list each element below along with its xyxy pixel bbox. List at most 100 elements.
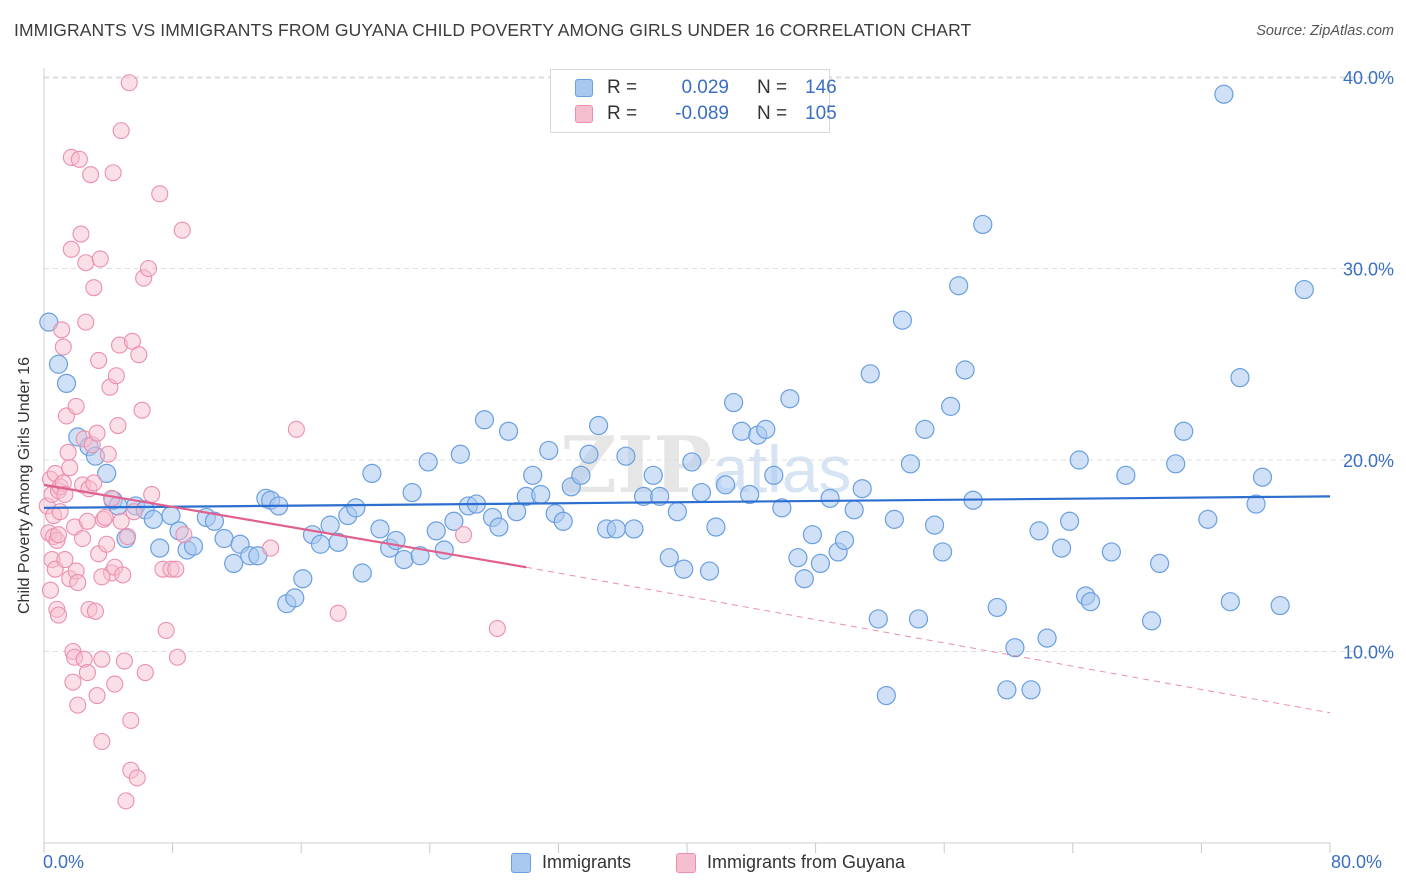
point-immigrants (1220, 592, 1240, 612)
point-immigrants (810, 553, 831, 574)
legend-n-label: N = (757, 103, 788, 124)
legend-n-value: 105 (805, 103, 837, 124)
legend-label-guyana: Immigrants from Guyana (707, 852, 906, 872)
point-guyana (62, 240, 80, 258)
point-immigrants (949, 276, 969, 296)
point-immigrants (691, 482, 712, 503)
point-immigrants (346, 498, 366, 518)
point-immigrants (667, 502, 687, 522)
point-guyana (455, 526, 473, 544)
point-immigrants (1294, 279, 1314, 300)
point-immigrants (650, 486, 670, 506)
series-legend: Immigrants Immigrants from Guyana (0, 852, 1406, 878)
point-immigrants (539, 440, 559, 461)
point-guyana (93, 732, 111, 751)
point-immigrants (1141, 611, 1162, 631)
point-guyana (91, 250, 109, 268)
x-tick-label-min: 0.0% (43, 852, 85, 872)
point-guyana (82, 166, 100, 184)
point-guyana (173, 221, 191, 239)
point-immigrants (682, 452, 702, 472)
point-guyana (262, 539, 280, 557)
point-immigrants (616, 446, 636, 466)
point-guyana (106, 675, 124, 693)
point-guyana (77, 254, 95, 272)
trend-line-immigrants (43, 495, 1331, 509)
point-immigrants (643, 465, 663, 485)
point-immigrants (328, 532, 348, 552)
point-immigrants (39, 312, 59, 332)
point-immigrants (908, 609, 929, 629)
point-immigrants (834, 530, 855, 551)
point-guyana (59, 443, 77, 461)
point-immigrants (1174, 421, 1194, 441)
point-guyana (77, 313, 95, 331)
point-guyana (51, 503, 69, 521)
point-immigrants (606, 519, 626, 539)
point-guyana (133, 401, 151, 419)
point-guyana (98, 535, 116, 553)
legend-r-label: R = (607, 103, 638, 124)
point-immigrants (868, 609, 888, 629)
y-tick-labels: 10.0% 20.0% 30.0% 40.0% (1343, 68, 1394, 663)
point-immigrants (474, 410, 495, 430)
point-immigrants (450, 444, 470, 464)
point-immigrants (362, 463, 382, 484)
point-immigrants (659, 548, 679, 568)
point-guyana (96, 508, 114, 527)
point-immigrants (955, 360, 975, 380)
y-tick-label: 20.0% (1343, 451, 1394, 471)
point-guyana (53, 321, 71, 339)
point-immigrants (1101, 542, 1121, 562)
point-immigrants (418, 452, 438, 472)
point-guyana (85, 279, 103, 297)
point-guyana (175, 526, 193, 544)
point-immigrants (802, 525, 822, 545)
point-guyana (120, 74, 138, 92)
point-guyana (69, 574, 87, 592)
legend-label-immigrants: Immigrants (542, 852, 632, 872)
point-immigrants (498, 421, 519, 441)
correlation-legend: R = 0.029 N = 146 R = -0.089 N = 105 (550, 69, 837, 133)
legend-n-value: 146 (805, 77, 837, 98)
legend-r-label: R = (607, 77, 638, 98)
point-immigrants (224, 553, 244, 574)
point-immigrants (740, 484, 760, 505)
series-immigrants-points (39, 84, 1314, 706)
point-immigrants (876, 685, 896, 706)
point-immigrants (997, 680, 1017, 700)
point-immigrants (1246, 494, 1266, 514)
point-immigrants (844, 500, 864, 520)
point-guyana (56, 551, 74, 569)
point-guyana (64, 673, 82, 691)
point-guyana (109, 416, 127, 435)
point-immigrants (715, 475, 736, 495)
point-guyana (329, 604, 347, 622)
point-guyana (72, 225, 90, 243)
source-credit: Source: ZipAtlas.com (1256, 23, 1394, 39)
point-immigrants (394, 549, 414, 570)
point-immigrants (973, 214, 993, 235)
point-guyana (115, 652, 133, 670)
legend-swatch-immigrants (511, 852, 531, 873)
point-immigrants (426, 521, 446, 541)
point-guyana (86, 602, 104, 620)
point-guyana (117, 792, 135, 810)
point-immigrants (204, 511, 224, 531)
point-immigrants (852, 479, 872, 499)
point-guyana (88, 686, 106, 705)
point-immigrants (756, 419, 776, 439)
point-immigrants (892, 310, 913, 330)
point-guyana (41, 581, 59, 599)
point-immigrants (788, 548, 808, 568)
point-guyana (56, 485, 74, 504)
point-immigrants (56, 373, 77, 393)
point-immigrants (410, 546, 430, 566)
y-tick-label: 40.0% (1343, 68, 1394, 88)
legend-r-value: -0.089 (675, 103, 729, 124)
point-immigrants (924, 515, 945, 535)
legend-swatch-guyana (575, 105, 593, 123)
point-immigrants (772, 498, 792, 518)
point-guyana (114, 566, 132, 584)
